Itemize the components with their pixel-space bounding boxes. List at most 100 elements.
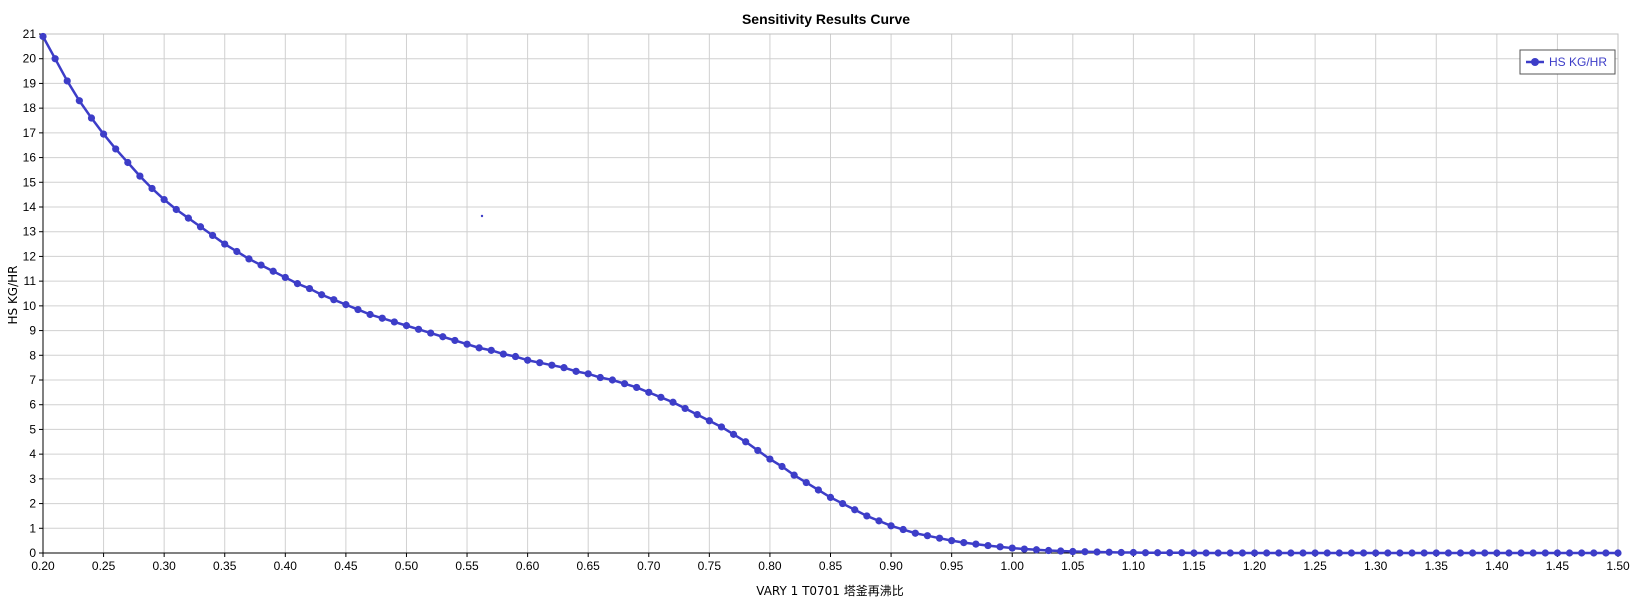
data-point (330, 296, 338, 304)
x-tick-label: 0.95 (940, 559, 964, 573)
data-point (1154, 549, 1162, 557)
data-point (1602, 549, 1610, 557)
x-tick-label: 0.60 (516, 559, 540, 573)
data-point (305, 284, 314, 293)
series-hs-kg-hr (39, 32, 1622, 557)
data-point (620, 380, 629, 388)
data-point (754, 446, 762, 455)
data-point (39, 32, 47, 41)
data-point (802, 478, 810, 487)
data-point (1323, 549, 1331, 557)
data-point (863, 512, 871, 520)
data-point (1032, 546, 1041, 554)
data-point (560, 364, 568, 372)
data-point (487, 346, 495, 354)
data-point (439, 333, 447, 341)
data-point (887, 522, 895, 530)
data-point (875, 517, 883, 525)
data-point (451, 336, 459, 345)
data-point (899, 525, 907, 534)
data-point (184, 214, 192, 222)
data-point (318, 291, 326, 299)
data-point (1202, 549, 1210, 557)
data-point (1226, 549, 1234, 557)
data-point (378, 314, 386, 322)
data-point (1008, 544, 1016, 552)
data-point (717, 423, 726, 431)
data-point (209, 231, 217, 240)
data-point (172, 205, 180, 214)
x-tick-label: 0.90 (879, 559, 903, 573)
data-point (1238, 549, 1247, 557)
data-point (245, 255, 253, 263)
data-point (1263, 549, 1271, 557)
y-tick-label: 9 (29, 324, 36, 338)
data-point (729, 430, 738, 438)
x-tick-label: 1.00 (1001, 559, 1025, 573)
x-tick-label: 0.65 (577, 559, 601, 573)
data-point (1311, 549, 1319, 557)
data-point (633, 383, 641, 392)
data-point (524, 356, 532, 364)
x-tick-label: 0.85 (819, 559, 843, 573)
x-tick-label: 1.40 (1485, 559, 1509, 573)
data-point (1250, 549, 1259, 557)
data-point (681, 404, 689, 413)
data-point (645, 388, 653, 396)
data-point (390, 318, 398, 326)
data-point (1129, 548, 1137, 557)
y-tick-label: 5 (29, 422, 36, 436)
y-axis-label: HS KG/HR (6, 265, 20, 324)
y-tick-label: 14 (23, 200, 37, 214)
data-point (972, 540, 980, 548)
data-point (1590, 549, 1598, 557)
x-tick-label: 1.50 (1606, 559, 1630, 573)
data-point (669, 398, 677, 406)
data-point (124, 158, 132, 167)
data-point (511, 352, 520, 361)
x-tick-label: 1.20 (1243, 559, 1267, 573)
data-point (778, 462, 786, 471)
y-tick-label: 4 (29, 447, 36, 461)
data-point (996, 543, 1004, 551)
data-point (1335, 549, 1343, 557)
y-tick-label: 12 (23, 249, 37, 263)
data-point (851, 506, 859, 514)
data-point (1384, 549, 1392, 557)
y-tick-label: 16 (23, 151, 37, 165)
data-point (1299, 549, 1307, 557)
data-point (1044, 546, 1053, 555)
data-point (354, 305, 362, 314)
data-point (51, 55, 59, 63)
x-tick-label: 0.25 (92, 559, 116, 573)
data-point (87, 114, 96, 122)
x-tick-label: 0.45 (334, 559, 358, 573)
data-point (1432, 549, 1440, 557)
x-tick-label: 0.80 (758, 559, 782, 573)
data-point (1614, 549, 1622, 557)
data-point (160, 195, 168, 204)
data-point (1444, 549, 1452, 557)
y-tick-label: 13 (23, 225, 37, 239)
data-point (536, 359, 544, 367)
y-tick-label: 6 (29, 398, 36, 412)
data-point (1456, 549, 1465, 557)
data-point (1020, 545, 1028, 553)
y-tick-label: 17 (23, 126, 37, 140)
data-point (1069, 547, 1077, 556)
data-point (1396, 549, 1404, 557)
x-axis-label: VARY 1 T0701 塔釜再沸比 (756, 583, 904, 598)
data-point (1359, 549, 1368, 557)
data-point (1517, 549, 1525, 557)
data-point (1469, 549, 1477, 557)
data-point (257, 261, 265, 269)
data-point (1420, 549, 1428, 557)
data-point (1214, 549, 1222, 557)
data-point (766, 455, 774, 463)
y-tick-label: 8 (29, 348, 36, 362)
data-point (584, 370, 592, 378)
x-tick-label: 0.40 (274, 559, 298, 573)
data-point (136, 172, 144, 180)
